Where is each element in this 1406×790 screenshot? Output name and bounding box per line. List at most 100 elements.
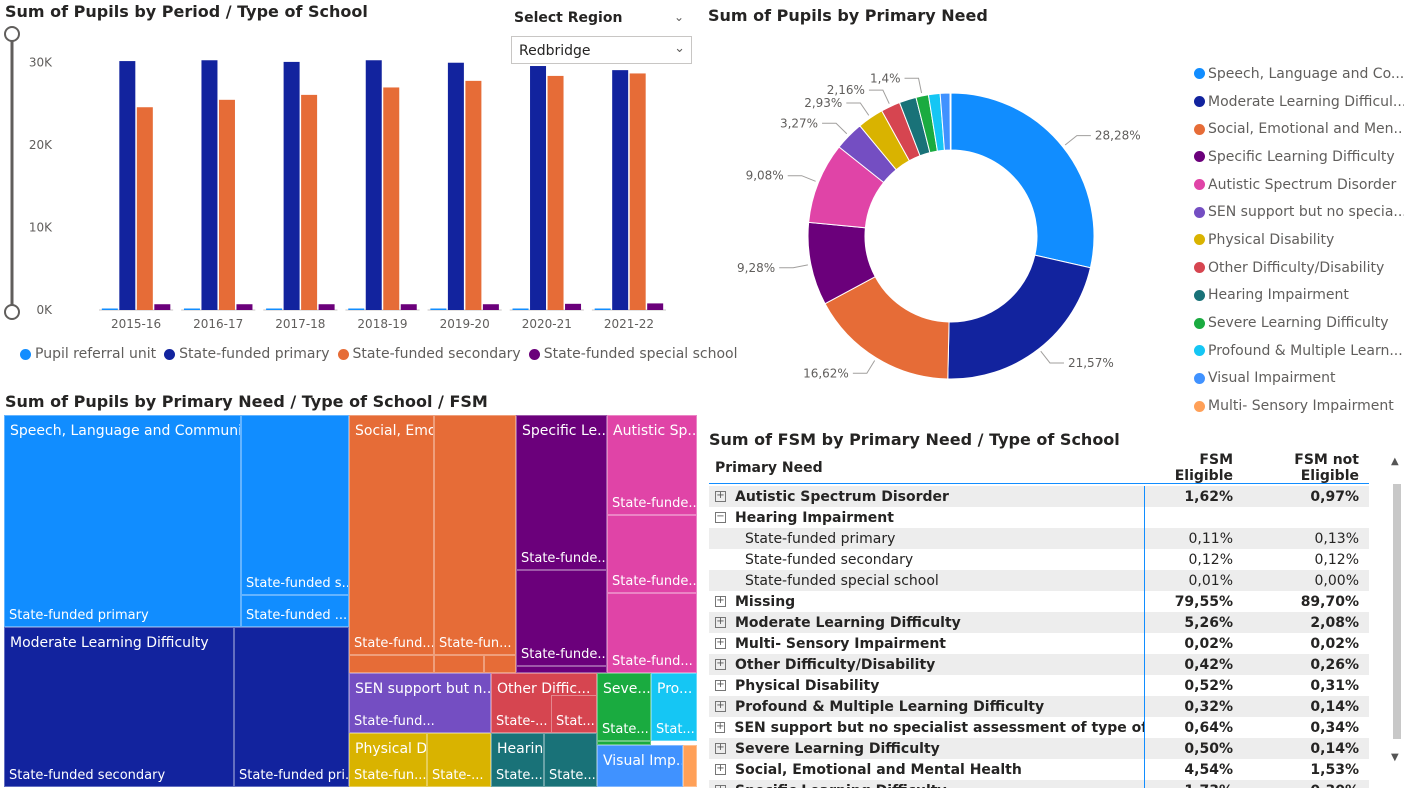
bar-0-3[interactable] — [348, 308, 365, 311]
bar-0-1[interactable] — [183, 308, 200, 311]
bar-2-4[interactable] — [465, 80, 482, 311]
treemap-subtile[interactable] — [516, 666, 607, 673]
bar-1-1[interactable] — [201, 60, 218, 310]
donut-legend-item[interactable]: Autistic Spectrum Disorder — [1194, 171, 1404, 199]
treemap-tile-0[interactable]: Speech, Language and Communications need… — [4, 415, 241, 627]
scroll-down-icon[interactable]: ▼ — [1391, 752, 1399, 763]
donut-legend-item[interactable]: Other Difficulty/Disability — [1194, 254, 1404, 282]
expand-icon[interactable]: + — [715, 616, 726, 628]
bar-3-2[interactable] — [318, 304, 335, 310]
bar-1-4[interactable] — [447, 62, 464, 311]
treemap-tile-7[interactable]: Specific Le... State-funde... — [516, 415, 607, 570]
bar-2-5[interactable] — [547, 75, 564, 310]
legend-item[interactable]: State-funded primary — [164, 346, 330, 362]
legend-dot — [1194, 262, 1205, 274]
treemap-tile-8[interactable]: State-funde... — [516, 570, 607, 666]
donut-data-label: 1,4% — [870, 71, 901, 85]
bar-2-1[interactable] — [218, 99, 235, 311]
donut-legend-item[interactable]: Profound & Multiple Learn... — [1194, 337, 1404, 365]
bar-0-0[interactable] — [101, 308, 118, 311]
treemap-tile-19[interactable]: Hearing Imp... State... — [491, 733, 544, 787]
matrix-scrollbar[interactable]: ▲ ▼ — [1391, 456, 1403, 772]
donut-slice-0[interactable] — [950, 92, 1095, 269]
legend-item[interactable]: State-funded special school — [528, 346, 738, 362]
treemap-tile-4[interactable]: State-funded pri... — [234, 627, 349, 787]
scroll-thumb[interactable] — [1393, 484, 1401, 739]
donut-legend-item[interactable]: Specific Learning Difficulty — [1194, 143, 1404, 171]
treemap-subtile[interactable] — [683, 745, 697, 787]
scroll-up-icon[interactable]: ▲ — [1391, 456, 1399, 467]
header-fsm-not-eligible[interactable]: FSM not Eligible — [1294, 452, 1359, 484]
bar-1-2[interactable] — [283, 61, 300, 310]
expand-icon[interactable]: + — [715, 785, 726, 788]
bar-1-3[interactable] — [365, 60, 382, 310]
donut-legend-item[interactable]: Visual Impairment — [1194, 365, 1404, 393]
expand-icon[interactable]: + — [715, 763, 726, 775]
treemap-tile-15[interactable]: Seve... State... — [597, 673, 651, 741]
treemap-tile-10[interactable]: State-funde... — [607, 515, 697, 593]
bar-2-0[interactable] — [136, 107, 153, 311]
treemap-tile-14[interactable]: Stat... — [551, 695, 597, 733]
bar-0-2[interactable] — [266, 308, 283, 311]
treemap-subtile[interactable] — [434, 655, 484, 673]
expand-icon[interactable]: + — [715, 637, 726, 649]
bar-1-5[interactable] — [530, 66, 547, 311]
expand-icon[interactable]: + — [715, 595, 726, 607]
treemap-tile-21[interactable]: Visual Imp... — [597, 745, 683, 787]
scrollbar-handle-top[interactable] — [4, 26, 20, 42]
treemap-tile-2[interactable]: State-funded ... — [241, 595, 349, 627]
donut-slice-12[interactable] — [949, 92, 952, 151]
collapse-icon[interactable]: − — [715, 511, 726, 523]
treemap-tile-6[interactable]: State-fun... — [434, 415, 516, 655]
treemap-tile-1[interactable]: State-funded s... — [241, 415, 349, 595]
bar-3-1[interactable] — [236, 304, 253, 310]
bar-3-3[interactable] — [400, 304, 417, 310]
bar-3-0[interactable] — [154, 304, 171, 310]
region-dropdown[interactable]: Redbridge ⌄ — [511, 36, 692, 64]
treemap-tile-11[interactable]: State-fund... — [607, 593, 697, 673]
expand-icon[interactable]: + — [715, 700, 726, 712]
bar-2-3[interactable] — [383, 87, 400, 310]
bar-1-6[interactable] — [612, 70, 629, 311]
donut-legend-item[interactable]: Social, Emotional and Men... — [1194, 115, 1404, 143]
scrollbar-handle-bottom[interactable] — [4, 304, 20, 320]
bar-0-5[interactable] — [512, 308, 529, 311]
treemap-tile-12[interactable]: SEN support but n... State-fund... — [349, 673, 491, 733]
donut-legend-item[interactable]: Hearing Impairment — [1194, 282, 1404, 310]
treemap-subtile[interactable] — [349, 655, 434, 673]
bar-1-0[interactable] — [119, 61, 136, 310]
bar-0-4[interactable] — [430, 308, 447, 311]
matrix-cell-need: State-funded primary — [709, 528, 1145, 549]
legend-item[interactable]: Pupil referral unit — [20, 346, 156, 362]
treemap-tile-17[interactable]: Physical Disability State-fun... — [349, 733, 427, 787]
bar-2-6[interactable] — [629, 73, 646, 311]
bar-3-5[interactable] — [565, 303, 582, 310]
donut-legend-item[interactable]: Physical Disability — [1194, 226, 1404, 254]
donut-legend-item[interactable]: Speech, Language and Co... — [1194, 60, 1404, 88]
expand-icon[interactable]: + — [715, 658, 726, 670]
donut-legend-item[interactable]: Multi- Sensory Impairment — [1194, 392, 1404, 420]
expand-icon[interactable]: + — [715, 679, 726, 691]
expand-icon[interactable]: + — [715, 490, 726, 502]
bar-3-4[interactable] — [482, 304, 499, 310]
bar-2-2[interactable] — [301, 94, 318, 310]
treemap-tile-20[interactable]: State... — [544, 733, 597, 787]
treemap-tile-16[interactable]: Pro... Stat... — [651, 673, 697, 741]
treemap-subtile[interactable] — [597, 741, 651, 745]
treemap-tile-5[interactable]: Social, Emotional and ... State-fund... — [349, 415, 434, 655]
expand-icon[interactable]: + — [715, 742, 726, 754]
header-fsm-eligible[interactable]: FSM Eligible — [1174, 452, 1233, 484]
donut-legend-item[interactable]: SEN support but no specia... — [1194, 198, 1404, 226]
treemap-tile-18[interactable]: State-... — [427, 733, 491, 787]
treemap-tile-9[interactable]: Autistic Sp... State-funde... — [607, 415, 697, 515]
chevron-down-icon[interactable]: ⌄ — [674, 10, 685, 24]
treemap-tile-3[interactable]: Moderate Learning Difficulty State-funded… — [4, 627, 234, 787]
legend-item[interactable]: State-funded secondary — [337, 346, 521, 362]
bar-0-6[interactable] — [594, 308, 611, 311]
donut-legend-item[interactable]: Severe Learning Difficulty — [1194, 309, 1404, 337]
header-primary-need[interactable]: Primary Need — [715, 459, 823, 476]
treemap-subtile[interactable] — [484, 655, 516, 673]
bar-3-6[interactable] — [647, 303, 664, 310]
expand-icon[interactable]: + — [715, 721, 726, 733]
donut-legend-item[interactable]: Moderate Learning Difficul... — [1194, 88, 1404, 116]
